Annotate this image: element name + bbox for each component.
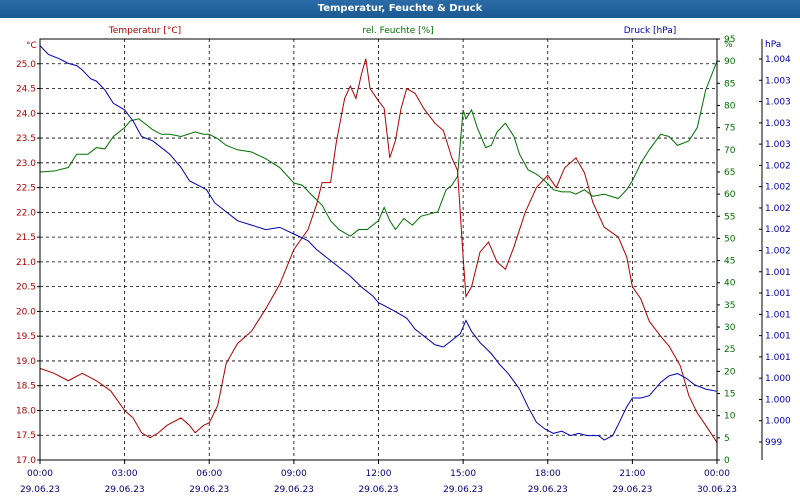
pressure-tick-label: 1.001 xyxy=(765,268,791,278)
x-tick-time-label: 21:00 xyxy=(619,469,645,479)
humidity-tick-label: 5 xyxy=(724,434,730,444)
line-chart: 17.0 17.5 18.0 18.5 19.0 19.5 20.0 20.5 21.0 21.5… xyxy=(16,26,791,495)
temperature-tick-label: 24.0 xyxy=(16,109,36,119)
x-tick-date-label: 29.06.23 xyxy=(612,485,652,495)
temperature-tick-label: 17.0 xyxy=(16,456,36,466)
pressure-tick-label: 1.002 xyxy=(765,225,791,235)
x-tick-time-label: 09:00 xyxy=(281,469,307,479)
pressure-tick-label: 1.002 xyxy=(765,161,791,171)
humidity-tick-label: 70 xyxy=(724,146,736,156)
x-tick-time-label: 06:00 xyxy=(196,469,222,479)
pressure-line xyxy=(39,45,718,441)
humidity-unit-label: % xyxy=(724,40,733,50)
x-tick-time-label: 00:00 xyxy=(704,469,730,479)
pressure-tick-label: 1.002 xyxy=(765,247,791,257)
pressure-tick-label: 1.003 xyxy=(765,76,791,86)
pressure-tick-label: 1.004 xyxy=(765,55,791,65)
x-tick-time-label: 03:00 xyxy=(112,469,138,479)
temperature-tick-label: 19.0 xyxy=(16,357,36,367)
pressure-axis-title: Druck [hPa] xyxy=(624,26,677,36)
humidity-tick-label: 25 xyxy=(724,345,735,355)
humidity-tick-label: 90 xyxy=(724,57,736,67)
humidity-line xyxy=(39,60,718,237)
temperature-tick-label: 21.5 xyxy=(16,233,36,243)
temperature-tick-label: 18.5 xyxy=(16,382,36,392)
humidity-tick-label: 35 xyxy=(724,301,735,311)
humidity-tick-label: 55 xyxy=(724,212,735,222)
temperature-tick-label: 25.0 xyxy=(16,60,36,70)
x-tick-time-label: 00:00 xyxy=(27,469,53,479)
pressure-tick-label: 1.001 xyxy=(765,310,791,320)
pressure-tick-label: 1.002 xyxy=(765,183,791,193)
temperature-tick-label: 24.5 xyxy=(16,85,36,95)
temperature-tick-label: 19.5 xyxy=(16,332,36,342)
humidity-tick-label: 30 xyxy=(724,323,736,333)
temperature-tick-label: 23.0 xyxy=(16,159,36,169)
pressure-tick-label: 999 xyxy=(765,438,782,448)
pressure-tick-label: 1.003 xyxy=(765,119,791,129)
humidity-tick-label: 65 xyxy=(724,168,735,178)
series-lines xyxy=(39,45,718,443)
temperature-tick-label: 22.0 xyxy=(16,208,36,218)
humidity-axis-title: rel. Feuchte [%] xyxy=(362,26,433,36)
window-title: Temperatur, Feuchte & Druck xyxy=(0,0,800,18)
humidity-tick-label: 60 xyxy=(724,190,736,200)
x-tick-date-label: 29.06.23 xyxy=(105,485,145,495)
pressure-tick-label: 1.002 xyxy=(765,204,791,214)
pressure-tick-label: 1.001 xyxy=(765,353,791,363)
x-tick-date-label: 29.06.23 xyxy=(274,485,314,495)
pressure-tick-label: 1.003 xyxy=(765,140,791,150)
temperature-tick-label: 18.0 xyxy=(16,406,36,416)
humidity-tick-label: 20 xyxy=(724,367,736,377)
x-tick-date-label: 29.06.23 xyxy=(20,485,60,495)
grid xyxy=(39,39,718,461)
x-tick-date-label: 29.06.23 xyxy=(528,485,568,495)
pressure-tick-label: 1.001 xyxy=(765,332,791,342)
x-tick-date-label: 29.06.23 xyxy=(443,485,483,495)
temperature-tick-label: 20.0 xyxy=(16,307,36,317)
temperature-tick-label: 20.5 xyxy=(16,283,36,293)
humidity-tick-label: 75 xyxy=(724,124,735,134)
humidity-tick-label: 80 xyxy=(724,101,736,111)
x-tick-time-label: 18:00 xyxy=(535,469,561,479)
temperature-tick-label: 23.5 xyxy=(16,134,36,144)
humidity-tick-label: 0 xyxy=(724,456,730,466)
pressure-tick-label: 1.001 xyxy=(765,289,791,299)
temperature-tick-label: 17.5 xyxy=(16,431,36,441)
plot-frame xyxy=(37,38,763,464)
humidity-tick-label: 50 xyxy=(724,234,736,244)
x-tick-date-label: 29.06.23 xyxy=(189,485,229,495)
humidity-tick-label: 85 xyxy=(724,79,735,89)
humidity-tick-label: 95 xyxy=(724,35,735,45)
temperature-axis-title: Temperatur [°C] xyxy=(108,26,181,36)
temperature-tick-label: 21.0 xyxy=(16,258,36,268)
x-tick-time-label: 12:00 xyxy=(366,469,392,479)
humidity-tick-label: 15 xyxy=(724,390,735,400)
pressure-unit-label: hPa xyxy=(765,40,781,50)
x-tick-time-label: 15:00 xyxy=(450,469,476,479)
pressure-tick-label: 1.000 xyxy=(765,374,791,384)
pressure-tick-label: 1.003 xyxy=(765,98,791,108)
temperature-line xyxy=(39,58,718,443)
x-tick-date-label: 30.06.23 xyxy=(697,485,737,495)
humidity-tick-label: 10 xyxy=(724,412,736,422)
x-tick-date-label: 29.06.23 xyxy=(358,485,398,495)
pressure-tick-label: 1.000 xyxy=(765,395,791,405)
temperature-unit-label: °C xyxy=(26,41,37,51)
axis-labels: 17.0 17.5 18.0 18.5 19.0 19.5 20.0 20.5 21.0 21.5… xyxy=(16,26,791,495)
humidity-tick-label: 45 xyxy=(724,257,735,267)
humidity-tick-label: 40 xyxy=(724,279,736,289)
pressure-tick-label: 1.000 xyxy=(765,417,791,427)
temperature-tick-label: 22.5 xyxy=(16,184,36,194)
